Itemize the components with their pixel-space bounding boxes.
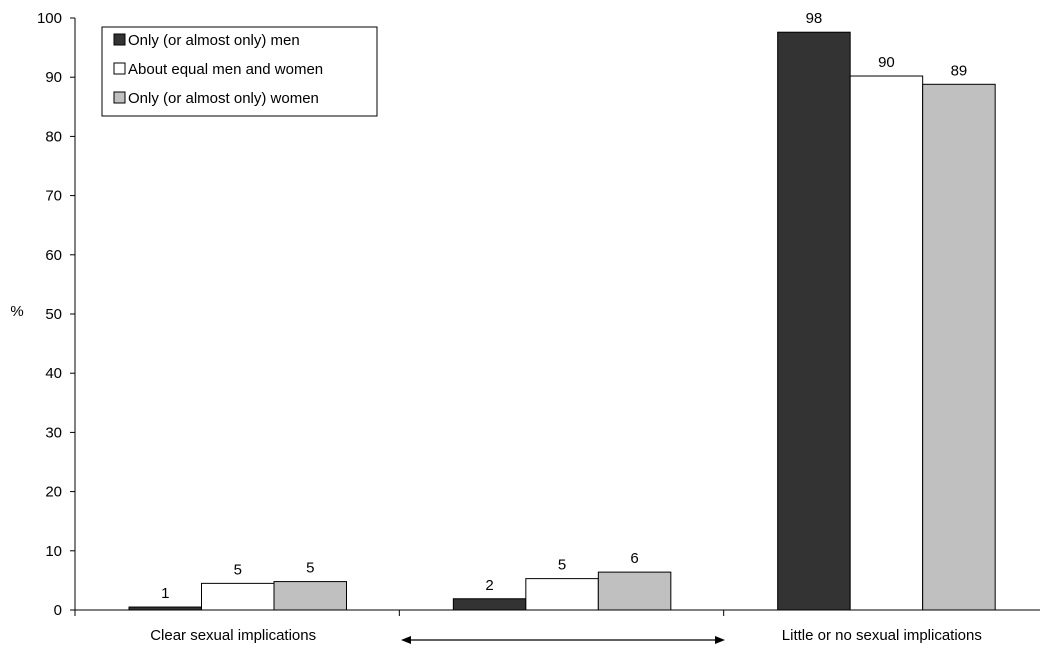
bar-value-label: 6 <box>630 550 638 567</box>
y-tick-label: 90 <box>45 69 62 86</box>
y-axis-label: % <box>10 303 23 320</box>
bar <box>273 581 347 611</box>
bar <box>777 31 851 611</box>
category-labels: Clear sexual implications Little or no se… <box>150 627 982 644</box>
bar-value-label: 5 <box>234 561 242 578</box>
x-category-label: Clear sexual implications <box>150 627 316 644</box>
bar <box>201 582 275 611</box>
y-tick-label: 70 <box>45 188 62 205</box>
bar-value-label: 90 <box>878 54 895 71</box>
bar-value-label: 1 <box>161 585 169 602</box>
bar <box>597 571 672 611</box>
legend-label: Only (or almost only) women <box>128 90 319 107</box>
bar-value-label: 98 <box>806 10 823 27</box>
legend-swatch <box>113 91 126 104</box>
legend-box <box>101 26 378 117</box>
y-tick-label: 30 <box>45 424 62 441</box>
range-arrow <box>401 636 725 644</box>
bar-value-label: 5 <box>306 560 314 577</box>
bar-value-label: 5 <box>558 557 566 574</box>
y-tick-label: 40 <box>45 365 62 382</box>
legend-swatch <box>113 33 126 46</box>
bar-value-label: 2 <box>485 577 493 594</box>
y-tick-label: 100 <box>37 10 62 27</box>
bars <box>128 31 996 611</box>
x-category-label: Little or no sexual implications <box>782 627 982 644</box>
bar <box>452 598 527 611</box>
value-labels: 1 5 5 2 5 6 98 90 89 <box>161 10 967 602</box>
legend-label: Only (or almost only) men <box>128 32 300 49</box>
bar <box>922 83 996 611</box>
arrow-head-right <box>715 636 725 644</box>
y-tick-label: 20 <box>45 484 62 501</box>
y-tick-label: 0 <box>54 602 62 619</box>
bar-value-label: 89 <box>951 62 968 79</box>
bar <box>525 578 599 611</box>
y-tick-label: 80 <box>45 128 62 145</box>
legend-label: About equal men and women <box>128 61 323 78</box>
y-tick-label: 50 <box>45 306 62 323</box>
legend-swatch <box>113 62 126 75</box>
legend: Only (or almost only) men About equal men… <box>101 26 378 117</box>
bar <box>849 75 924 611</box>
y-tick-label: 10 <box>45 543 62 560</box>
arrow-head-left <box>401 636 411 644</box>
bar <box>128 606 202 611</box>
y-tick-label: 60 <box>45 247 62 264</box>
